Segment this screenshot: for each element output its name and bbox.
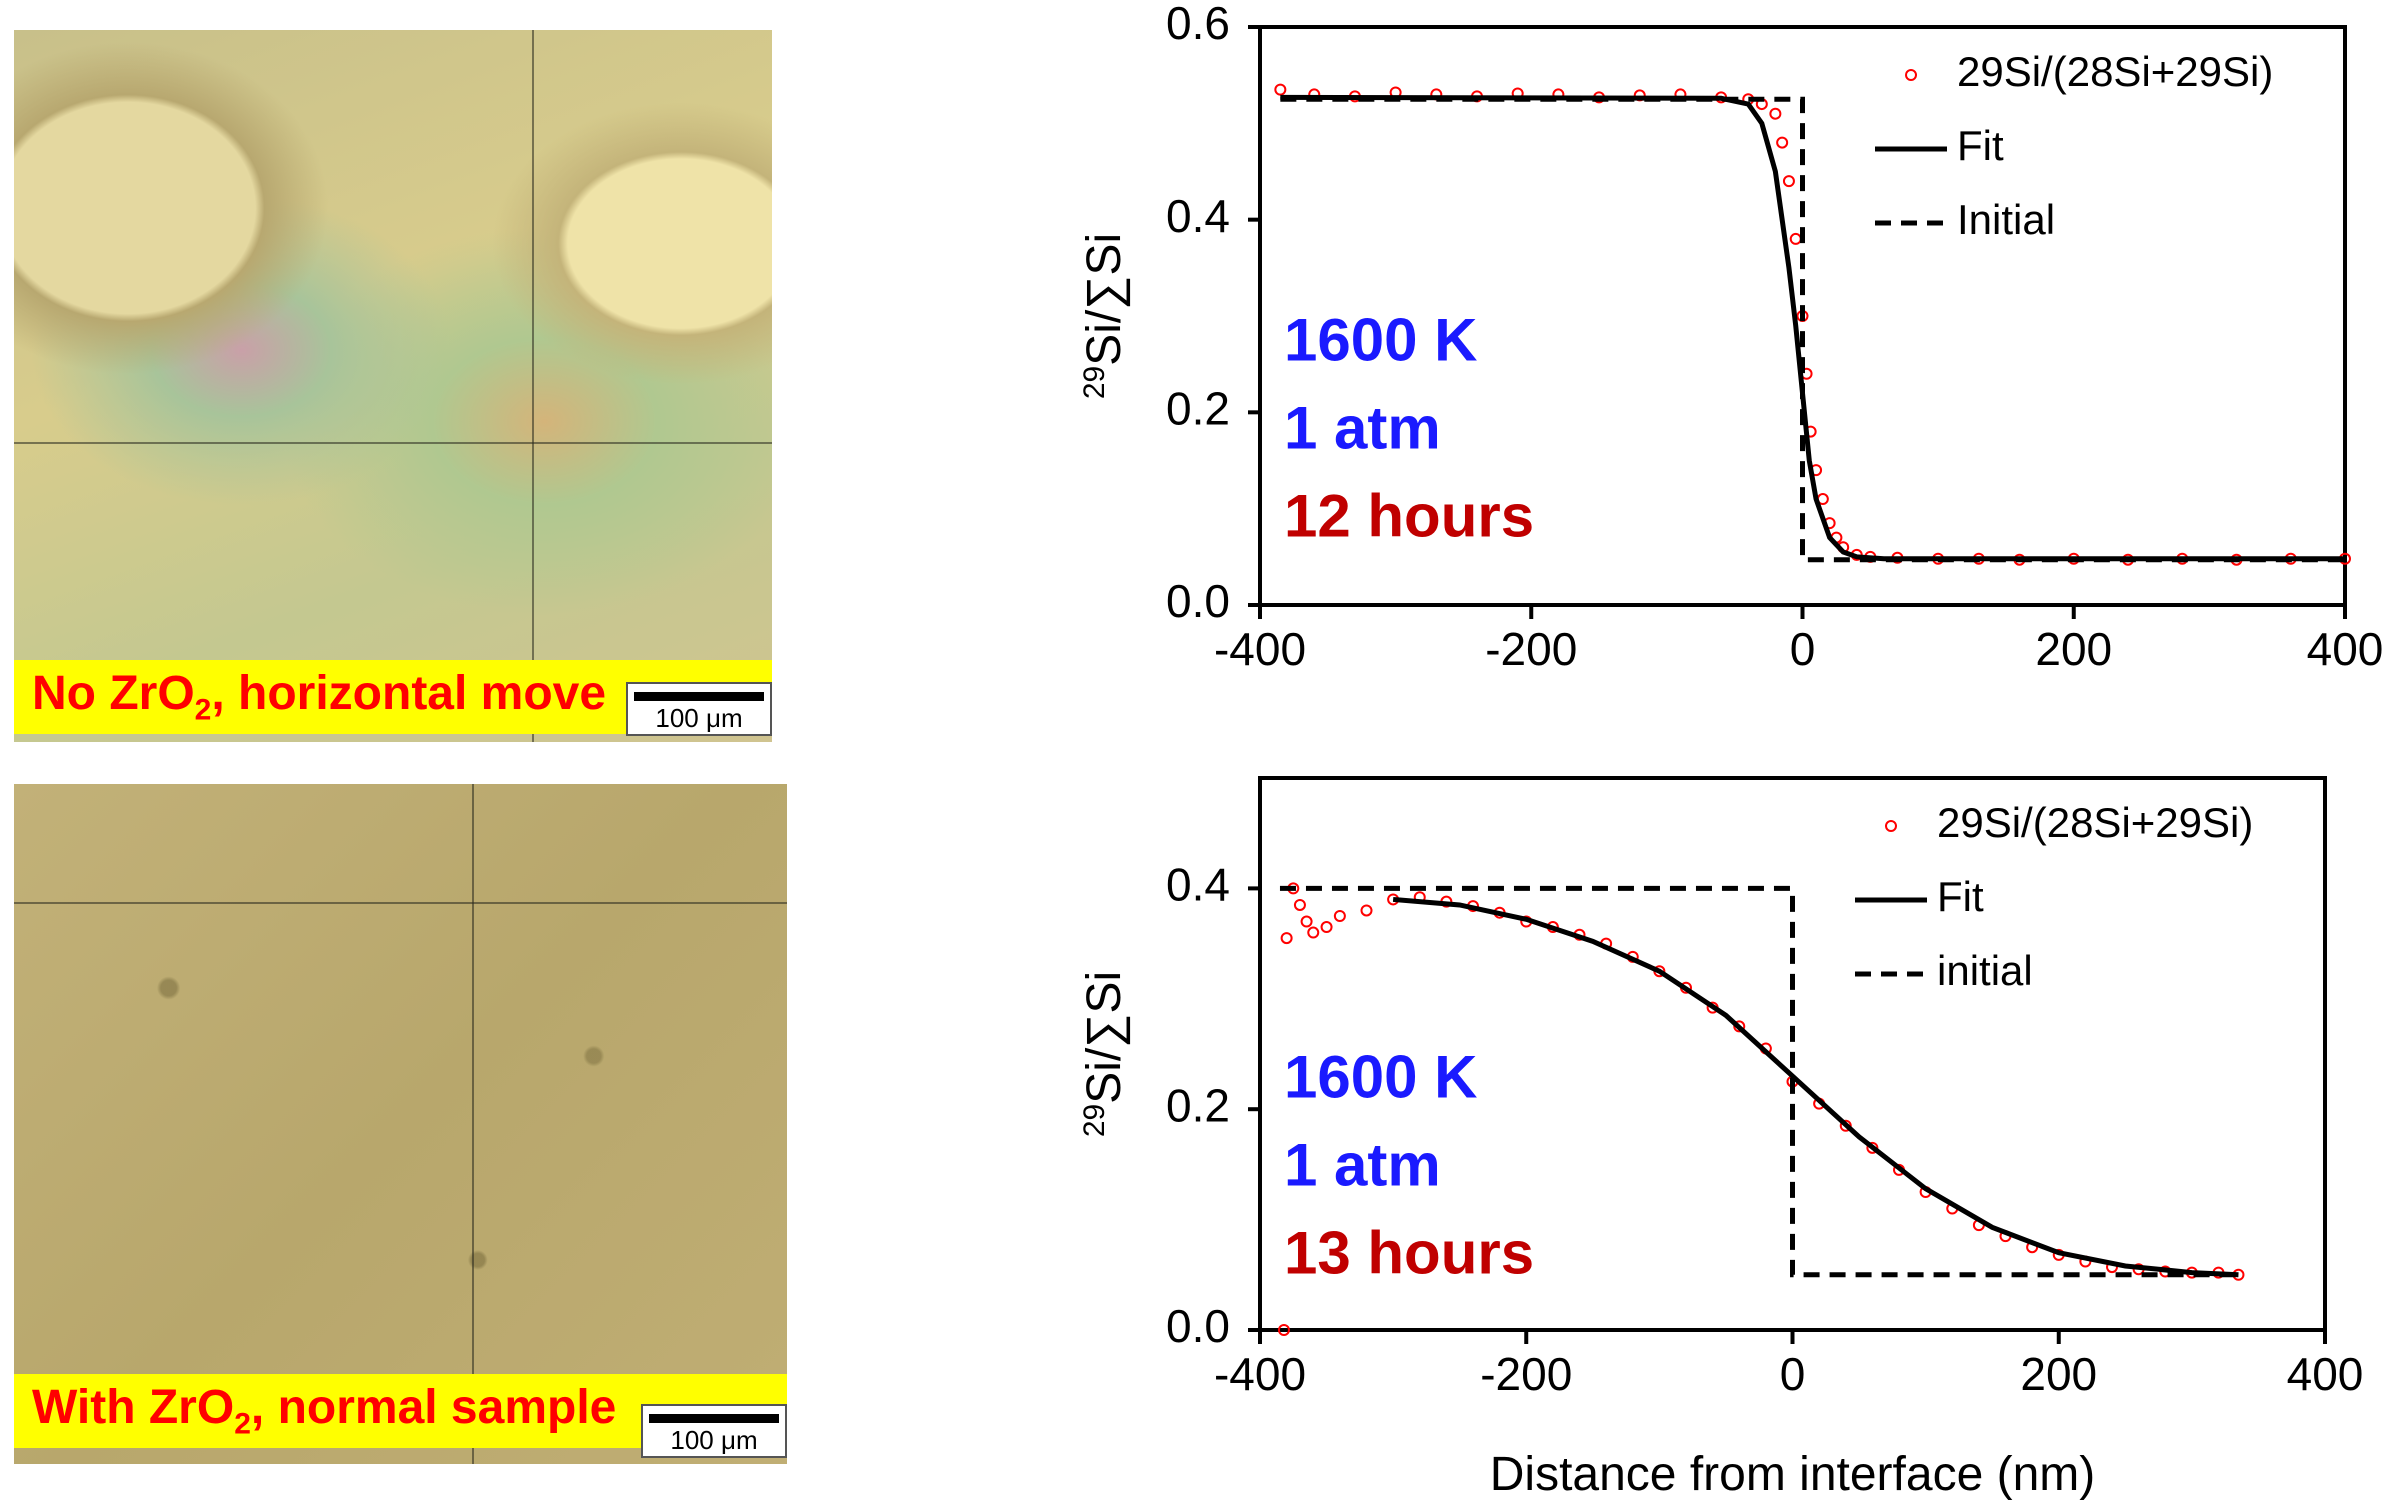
y-axis-label-main: Si/∑Si — [1078, 971, 1131, 1104]
x-axis-label: Distance from interface (nm) — [1490, 1448, 2096, 1501]
series-line — [1392, 896, 2239, 1278]
scale-bar-label: 100 μm — [655, 703, 743, 733]
data-point — [1280, 932, 1293, 945]
scale-bar: 100 μm — [626, 682, 772, 736]
legend-label: 29Si/(28Si+29Si) — [1957, 48, 2273, 95]
data-point — [1333, 910, 1346, 922]
x-tick-label: 400 — [2287, 1348, 2364, 1400]
series-line — [1280, 96, 2345, 563]
data-point — [1769, 107, 1782, 120]
y-tick-label: 0.4 — [1166, 190, 1230, 242]
legend-label: initial — [1937, 947, 2033, 994]
scale-bar: 100 μm — [641, 1404, 787, 1458]
y-tick-label: 0.0 — [1166, 1300, 1230, 1352]
annotation: 12 hours — [1284, 483, 1534, 550]
data-point — [1733, 1020, 1746, 1033]
crosshair — [472, 784, 474, 1464]
y-axis-label: 29Si/∑Si — [1078, 971, 1132, 1137]
data-point — [1782, 175, 1795, 188]
micrograph: With ZrO2, normal sample 100 μm — [14, 784, 787, 1464]
series-line — [1279, 885, 2246, 1278]
legend-label: Initial — [1957, 196, 2055, 243]
annotation: 13 hours — [1284, 1219, 1534, 1286]
legend-label: Fit — [1957, 122, 2004, 169]
scale-bar-line — [649, 1414, 779, 1423]
y-tick-label: 0.2 — [1166, 382, 1230, 434]
legend-label: Fit — [1937, 873, 1984, 920]
crosshair — [14, 442, 772, 444]
y-tick-label: 0.4 — [1166, 859, 1230, 911]
legend-label: 29Si/(28Si+29Si) — [1937, 799, 2253, 846]
y-tick-label: 0.0 — [1166, 575, 1230, 627]
legend-marker — [1905, 69, 1917, 81]
x-tick-label: -400 — [1214, 623, 1306, 675]
x-tick-label: 0 — [1790, 623, 1816, 675]
crosshair — [14, 902, 787, 904]
y-axis-label: 29Si/∑Si — [1078, 233, 1132, 399]
y-axis-label-sup: 29 — [1078, 1104, 1111, 1137]
data-point — [1274, 83, 1287, 96]
x-tick-label: -400 — [1214, 1348, 1306, 1400]
x-tick-label: -200 — [1485, 623, 1577, 675]
y-tick-label: 0.2 — [1166, 1079, 1230, 1131]
annotation: 1600 K — [1284, 1043, 1477, 1110]
micrograph: No ZrO2, horizontal move 100 μm — [14, 30, 772, 742]
x-tick-label: 200 — [2020, 1348, 2097, 1400]
data-point — [1776, 136, 1789, 149]
y-axis-label-main: Si/∑Si — [1078, 233, 1131, 366]
x-tick-label: 0 — [1780, 1348, 1806, 1400]
x-tick-label: 200 — [2035, 623, 2112, 675]
annotation: 1 atm — [1284, 1131, 1441, 1198]
x-tick-label: 400 — [2307, 623, 2384, 675]
crosshair — [532, 30, 534, 742]
scale-bar-line — [634, 692, 764, 701]
data-point — [1360, 904, 1373, 917]
data-point — [1293, 898, 1306, 911]
legend-marker — [1885, 820, 1897, 832]
scale-bar-label: 100 μm — [670, 1425, 758, 1455]
data-point — [1866, 1141, 1879, 1154]
data-point — [1320, 921, 1333, 934]
annotation: 1600 K — [1284, 307, 1477, 374]
annotation: 1 atm — [1284, 395, 1441, 462]
data-point — [1300, 915, 1313, 928]
data-point — [1307, 926, 1320, 939]
data-point — [1839, 1119, 1852, 1132]
y-axis-label-sup: 29 — [1078, 366, 1111, 399]
data-point — [1789, 232, 1802, 245]
data-point — [1277, 1324, 1290, 1336]
x-tick-label: -200 — [1480, 1348, 1572, 1400]
y-tick-label: 0.6 — [1166, 0, 1230, 49]
